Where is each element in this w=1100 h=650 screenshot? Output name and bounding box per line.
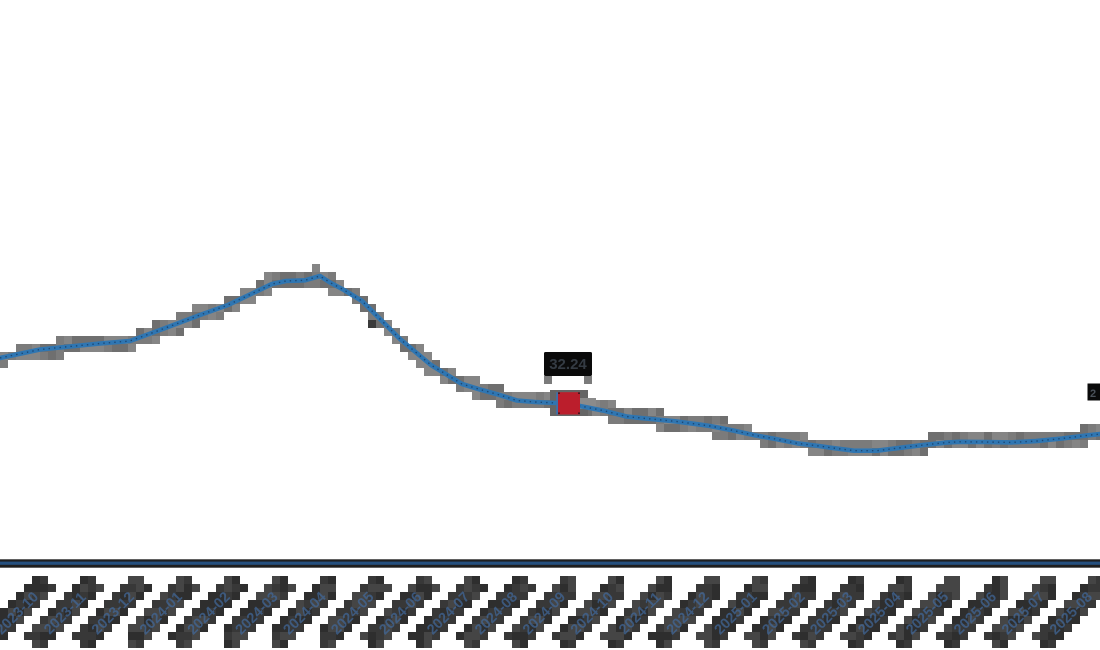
svg-text:32.24: 32.24 [549,356,587,373]
svg-text:2: 2 [1090,388,1096,400]
